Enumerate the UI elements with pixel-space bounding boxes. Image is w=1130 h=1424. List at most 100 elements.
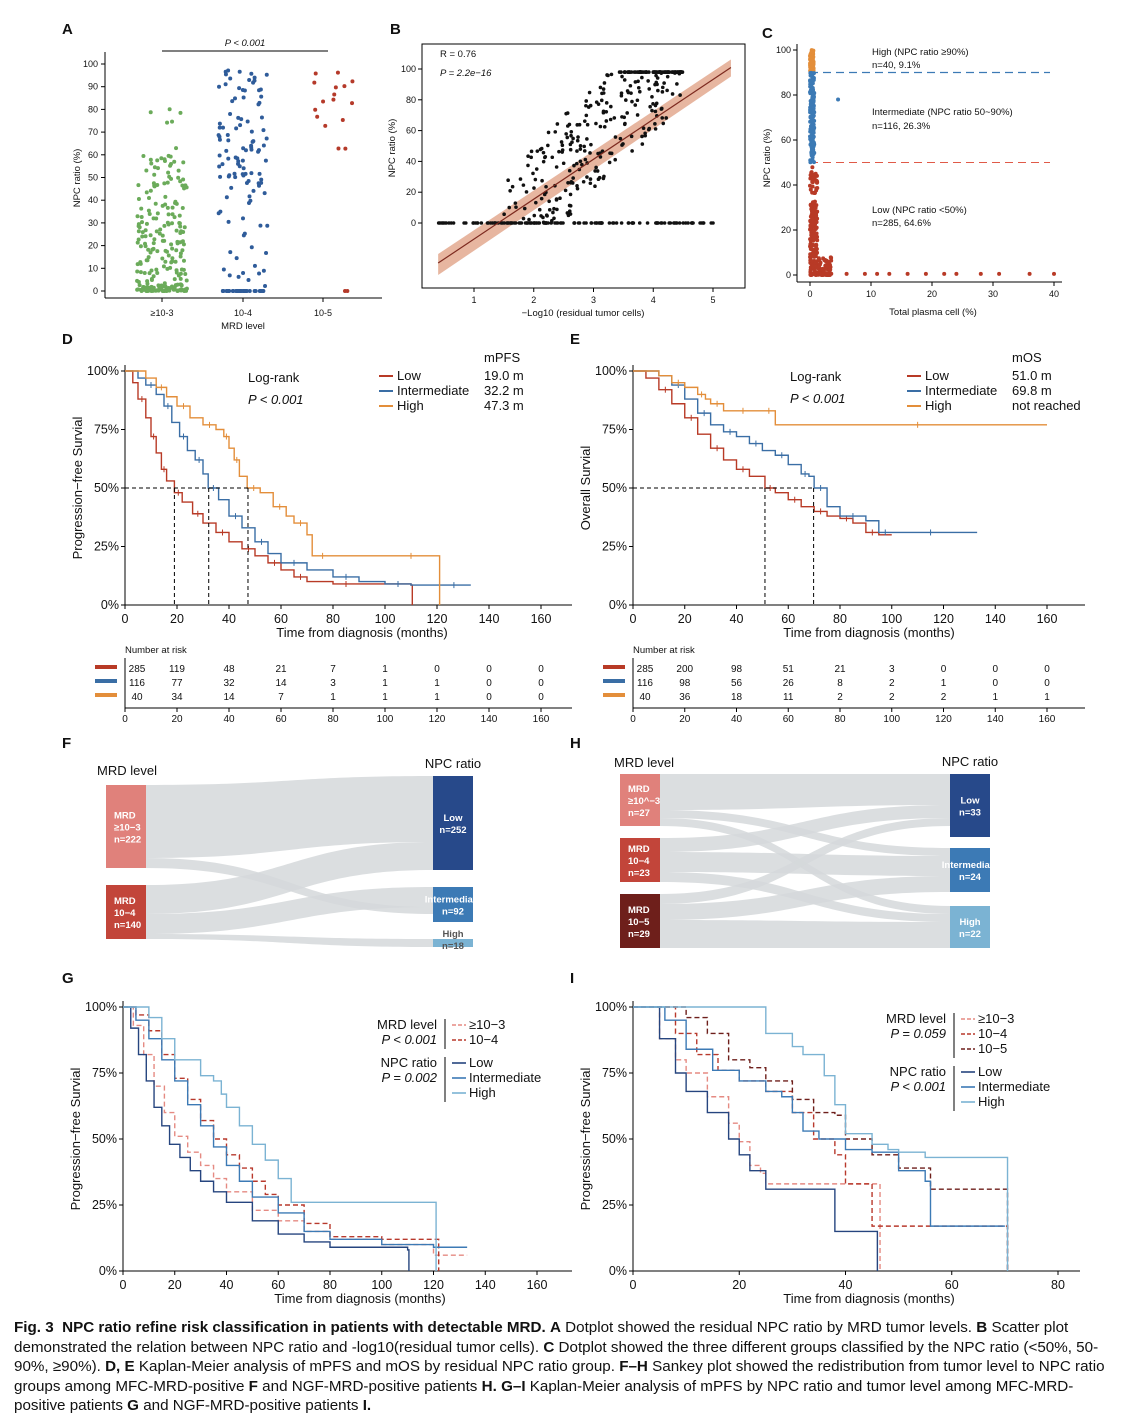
data-point [167, 253, 171, 257]
legend-pvalue: P < 0.001 [890, 1079, 946, 1094]
data-point [264, 251, 268, 255]
data-point [140, 215, 144, 219]
data-point [526, 164, 530, 168]
tick-label-y: 80 [406, 95, 416, 105]
data-point [623, 78, 627, 82]
data-point [569, 130, 573, 134]
data-point [534, 178, 538, 182]
risk-tick-label: 60 [783, 714, 795, 725]
data-point [608, 161, 612, 165]
data-point [664, 116, 668, 120]
data-point [233, 175, 237, 179]
regression-line [438, 67, 731, 263]
risk-count: 1 [1044, 692, 1050, 703]
risk-count: 40 [639, 692, 651, 703]
data-point [136, 287, 140, 291]
data-point [684, 221, 688, 225]
sankey-right-title: NPC ratio [425, 756, 481, 771]
data-point [334, 85, 338, 89]
risk-count: 2 [837, 692, 843, 703]
data-point [661, 90, 665, 94]
risk-tick-label: 60 [275, 714, 287, 725]
data-point [557, 150, 561, 154]
data-point [664, 70, 668, 74]
legend-group-title: NPC ratio [381, 1055, 437, 1070]
legend-group-title: MRD level [886, 1011, 946, 1026]
tick-label-x: 80 [326, 612, 340, 626]
tick-label-x: 80 [833, 612, 847, 626]
axis-title-y: NPC ratio (%) [72, 149, 83, 208]
data-point [314, 72, 318, 76]
data-point [824, 267, 828, 271]
data-point [506, 178, 510, 182]
data-point [606, 74, 610, 78]
data-point [545, 213, 549, 217]
data-point [350, 79, 354, 83]
tick-label-x: 20 [168, 1278, 182, 1292]
data-point [261, 289, 265, 293]
data-point [537, 221, 541, 225]
risk-count: 0 [538, 678, 544, 689]
data-point [146, 248, 150, 252]
tick-label-y: 25% [602, 540, 627, 554]
data-point [241, 172, 245, 176]
legend-label: 10−4 [978, 1026, 1007, 1041]
data-point [615, 221, 619, 225]
legend-label: 10−5 [978, 1041, 1007, 1056]
data-point [144, 169, 148, 173]
data-point [147, 196, 151, 200]
tick-label-y: 25% [602, 1198, 627, 1212]
data-point [250, 130, 254, 134]
sankey-left-title: MRD level [97, 763, 157, 778]
risk-count: 11 [783, 692, 794, 703]
axis-title-x: Time from diagnosis (months) [274, 1291, 445, 1306]
data-point [173, 200, 177, 204]
risk-tick-label: 80 [327, 714, 339, 725]
sankey-node-label: High [959, 917, 980, 928]
data-point [621, 142, 625, 146]
data-point [225, 289, 229, 293]
data-point [698, 221, 702, 225]
data-point [678, 93, 682, 97]
data-point [315, 115, 319, 119]
risk-count: 2 [889, 692, 895, 703]
data-point [245, 181, 249, 185]
data-point [579, 147, 583, 151]
data-point [629, 91, 633, 95]
data-point [608, 221, 612, 225]
data-point [630, 149, 634, 153]
data-point [564, 112, 568, 116]
data-point [185, 279, 189, 283]
data-point [647, 87, 651, 91]
dot-cloud-B [437, 70, 715, 225]
tick-label-y: 0 [411, 218, 416, 228]
risk-count: 0 [1044, 678, 1050, 689]
risk-count: 0 [486, 664, 492, 675]
risk-count: 1 [434, 678, 440, 689]
data-point [589, 181, 593, 185]
data-point [227, 173, 231, 177]
data-point [626, 70, 630, 74]
data-point [224, 82, 228, 86]
caption-part-label: A [550, 1319, 561, 1336]
data-point [585, 114, 589, 118]
data-point [811, 200, 815, 204]
data-point [809, 244, 813, 248]
median-value: 69.8 m [1012, 383, 1052, 398]
data-point [811, 177, 815, 181]
data-point [660, 116, 664, 120]
data-point [242, 166, 246, 170]
data-point [139, 270, 143, 274]
data-point [514, 205, 518, 209]
data-point [168, 164, 172, 168]
risk-tick-label: 0 [630, 714, 636, 725]
data-point [475, 221, 479, 225]
data-point [264, 159, 268, 163]
data-point [815, 174, 819, 178]
tick-label-x: 2 [531, 295, 536, 305]
sankey-flow [146, 934, 433, 947]
risk-count: 8 [837, 678, 843, 689]
km-curve-Low [633, 371, 892, 535]
data-point [811, 185, 815, 189]
legend-label: ≥10−3 [469, 1017, 505, 1032]
